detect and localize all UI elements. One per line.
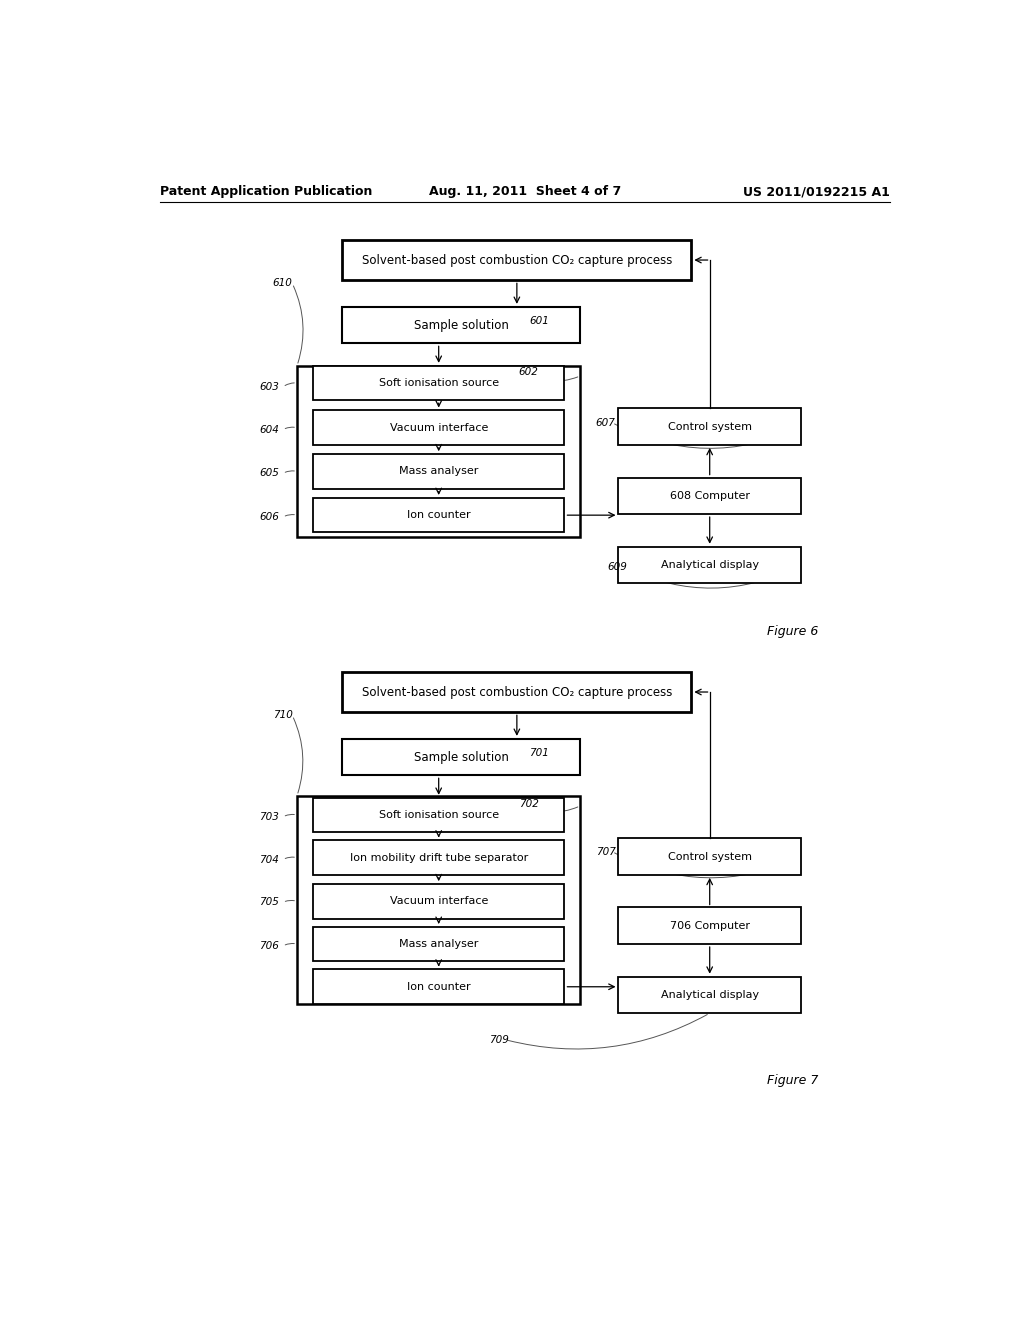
Bar — [313, 841, 564, 875]
Bar — [313, 927, 564, 961]
Bar — [342, 739, 581, 775]
Text: 605: 605 — [259, 469, 280, 478]
Text: 602: 602 — [519, 367, 539, 376]
Text: Mass spectrometer detector system: Mass spectrometer detector system — [345, 519, 532, 529]
Text: 703: 703 — [259, 812, 280, 822]
Text: Analytical display: Analytical display — [660, 990, 759, 999]
Bar — [342, 306, 581, 343]
Text: 701: 701 — [529, 748, 549, 758]
Text: Solvent-based post combustion CO₂ capture process: Solvent-based post combustion CO₂ captur… — [361, 685, 672, 698]
Text: Solvent-based post combustion CO₂ capture process: Solvent-based post combustion CO₂ captur… — [361, 253, 672, 267]
Text: 604: 604 — [259, 425, 280, 434]
Text: Patent Application Publication: Patent Application Publication — [160, 185, 372, 198]
Bar — [342, 240, 691, 280]
Text: 606: 606 — [259, 512, 280, 523]
Text: Figure 7: Figure 7 — [767, 1073, 818, 1086]
Bar — [618, 546, 801, 583]
Bar — [297, 366, 581, 536]
Text: Soft ionisation source: Soft ionisation source — [379, 810, 499, 820]
Text: 610: 610 — [272, 279, 293, 288]
Text: 607: 607 — [596, 417, 615, 428]
Bar — [618, 478, 801, 515]
Text: Vacuum interface: Vacuum interface — [389, 896, 487, 907]
Text: 603: 603 — [259, 381, 280, 392]
Bar — [313, 797, 564, 833]
Text: 706 Computer: 706 Computer — [670, 921, 750, 931]
Text: 707: 707 — [596, 846, 615, 857]
Text: Analytical display: Analytical display — [660, 560, 759, 570]
Bar — [618, 977, 801, 1014]
Text: Control system: Control system — [668, 851, 752, 862]
Text: Sample solution: Sample solution — [414, 318, 509, 331]
Bar — [618, 907, 801, 944]
Text: 709: 709 — [489, 1035, 509, 1044]
Text: 704: 704 — [259, 855, 280, 865]
Text: Mass spectrometer detector system: Mass spectrometer detector system — [345, 987, 532, 997]
Text: Mass analyser: Mass analyser — [399, 466, 478, 477]
Text: Ion mobility drift tube separator: Ion mobility drift tube separator — [349, 853, 527, 863]
Text: 608 Computer: 608 Computer — [670, 491, 750, 500]
Bar — [313, 411, 564, 445]
Text: Mass analyser: Mass analyser — [399, 939, 478, 949]
Text: Aug. 11, 2011  Sheet 4 of 7: Aug. 11, 2011 Sheet 4 of 7 — [429, 185, 621, 198]
Text: Ion counter: Ion counter — [407, 982, 470, 991]
Bar — [313, 884, 564, 919]
Text: US 2011/0192215 A1: US 2011/0192215 A1 — [743, 185, 890, 198]
Text: Soft ionisation source: Soft ionisation source — [379, 378, 499, 388]
Text: Figure 6: Figure 6 — [767, 624, 818, 638]
Text: 705: 705 — [259, 898, 280, 907]
Text: 609: 609 — [607, 562, 628, 572]
Text: Vacuum interface: Vacuum interface — [389, 422, 487, 433]
Bar — [313, 366, 564, 400]
Bar — [618, 838, 801, 875]
Bar — [342, 672, 691, 713]
Text: 601: 601 — [529, 315, 549, 326]
Bar — [313, 969, 564, 1005]
Text: Control system: Control system — [668, 421, 752, 432]
Bar — [297, 796, 581, 1005]
Bar — [618, 408, 801, 445]
Text: 710: 710 — [272, 710, 293, 721]
Text: Ion counter: Ion counter — [407, 510, 470, 520]
Text: 706: 706 — [259, 941, 280, 952]
Bar — [313, 454, 564, 488]
Text: Sample solution: Sample solution — [414, 751, 509, 763]
Text: 702: 702 — [519, 799, 539, 809]
Bar — [313, 498, 564, 532]
